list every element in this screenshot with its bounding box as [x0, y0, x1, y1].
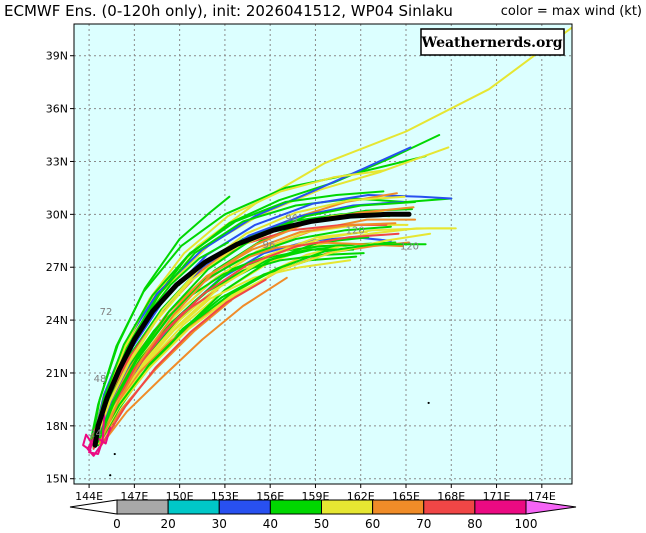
forecast-hour-label: 48 [94, 374, 107, 385]
ensemble-member-track [94, 232, 400, 448]
colorbar-right-arrow [525, 499, 577, 515]
watermark-text: Weathernerds.org [421, 35, 563, 51]
ensemble-member-track [98, 276, 288, 448]
ensemble-mean-track [92, 211, 412, 448]
watermark-box [420, 28, 565, 56]
ensemble-member-track [100, 278, 267, 447]
colorbar-tick-label: 70 [416, 517, 431, 531]
colorbar-tick-label: 100 [515, 517, 538, 531]
forecast-hour-layer: 120 120 96 96 72 48 24 [89, 213, 419, 439]
colorbar-tick-label: 30 [212, 517, 227, 531]
forecast-hour-label: 120 [400, 242, 419, 253]
y-tick-label: 27N [46, 261, 68, 274]
colorbar-tick-label: 50 [314, 517, 329, 531]
colorbar-segment [167, 499, 220, 515]
x-tick-label: 174E [528, 490, 556, 503]
chart-title: ECMWF Ens. (0-120h only), init: 20260415… [4, 2, 453, 20]
forecast-hour-label: 24 [89, 428, 102, 439]
ensemble-member-track [86, 426, 112, 457]
y-tick-label: 24N [46, 314, 68, 327]
forecast-hour-label: 96 [285, 213, 298, 224]
colorbar: 0 20 30 40 50 60 70 80 100 [69, 499, 577, 531]
y-tick-label: 21N [46, 367, 68, 380]
colorbar-tick-label: 40 [263, 517, 278, 531]
y-tick-label: 39N [46, 50, 68, 63]
colorbar-tick-label: 80 [467, 517, 482, 531]
plot-frame [73, 23, 573, 485]
y-tick-label: 15N [46, 473, 68, 486]
colorbar-segment [321, 499, 374, 515]
forecast-hour-label: 96 [263, 240, 276, 251]
mean-track-layer [92, 211, 412, 448]
y-tick-label: 36N [46, 103, 68, 116]
colorbar-tick-label: 0 [113, 517, 121, 531]
ensemble-member-track [95, 201, 417, 445]
colorbar-tick-label: 60 [365, 517, 380, 531]
colorbar-segment [269, 499, 322, 515]
island [427, 401, 430, 405]
ensemble-member-track [95, 243, 427, 445]
colorbar-segment [423, 499, 476, 515]
colorbar-tick-label: 20 [160, 517, 175, 531]
chart-subtitle: color = max wind (kt) [500, 4, 642, 19]
colorbar-segment [116, 499, 169, 515]
colorbar-segment [474, 499, 527, 515]
watermark: Weathernerds.org [420, 28, 565, 56]
colorbar-segment [372, 499, 425, 515]
x-tick-label: 144E [75, 490, 103, 503]
forecast-hour-label: 72 [100, 307, 113, 318]
forecast-hour-label: 120 [346, 226, 365, 237]
ensemble-member-track [92, 192, 398, 447]
island [109, 474, 112, 477]
island [113, 452, 116, 456]
colorbar-segment [218, 499, 271, 515]
ensemble-member-track [82, 414, 106, 455]
y-tick-label: 30N [46, 208, 68, 221]
y-tick-label: 33N [46, 155, 68, 168]
ensemble-member-track [92, 190, 385, 445]
y-axis-ticks: 15N 18N 21N 24N 27N 30N 33N 36N 39N [46, 50, 74, 486]
y-tick-label: 18N [46, 420, 68, 433]
ensemble-member-track [91, 195, 231, 441]
